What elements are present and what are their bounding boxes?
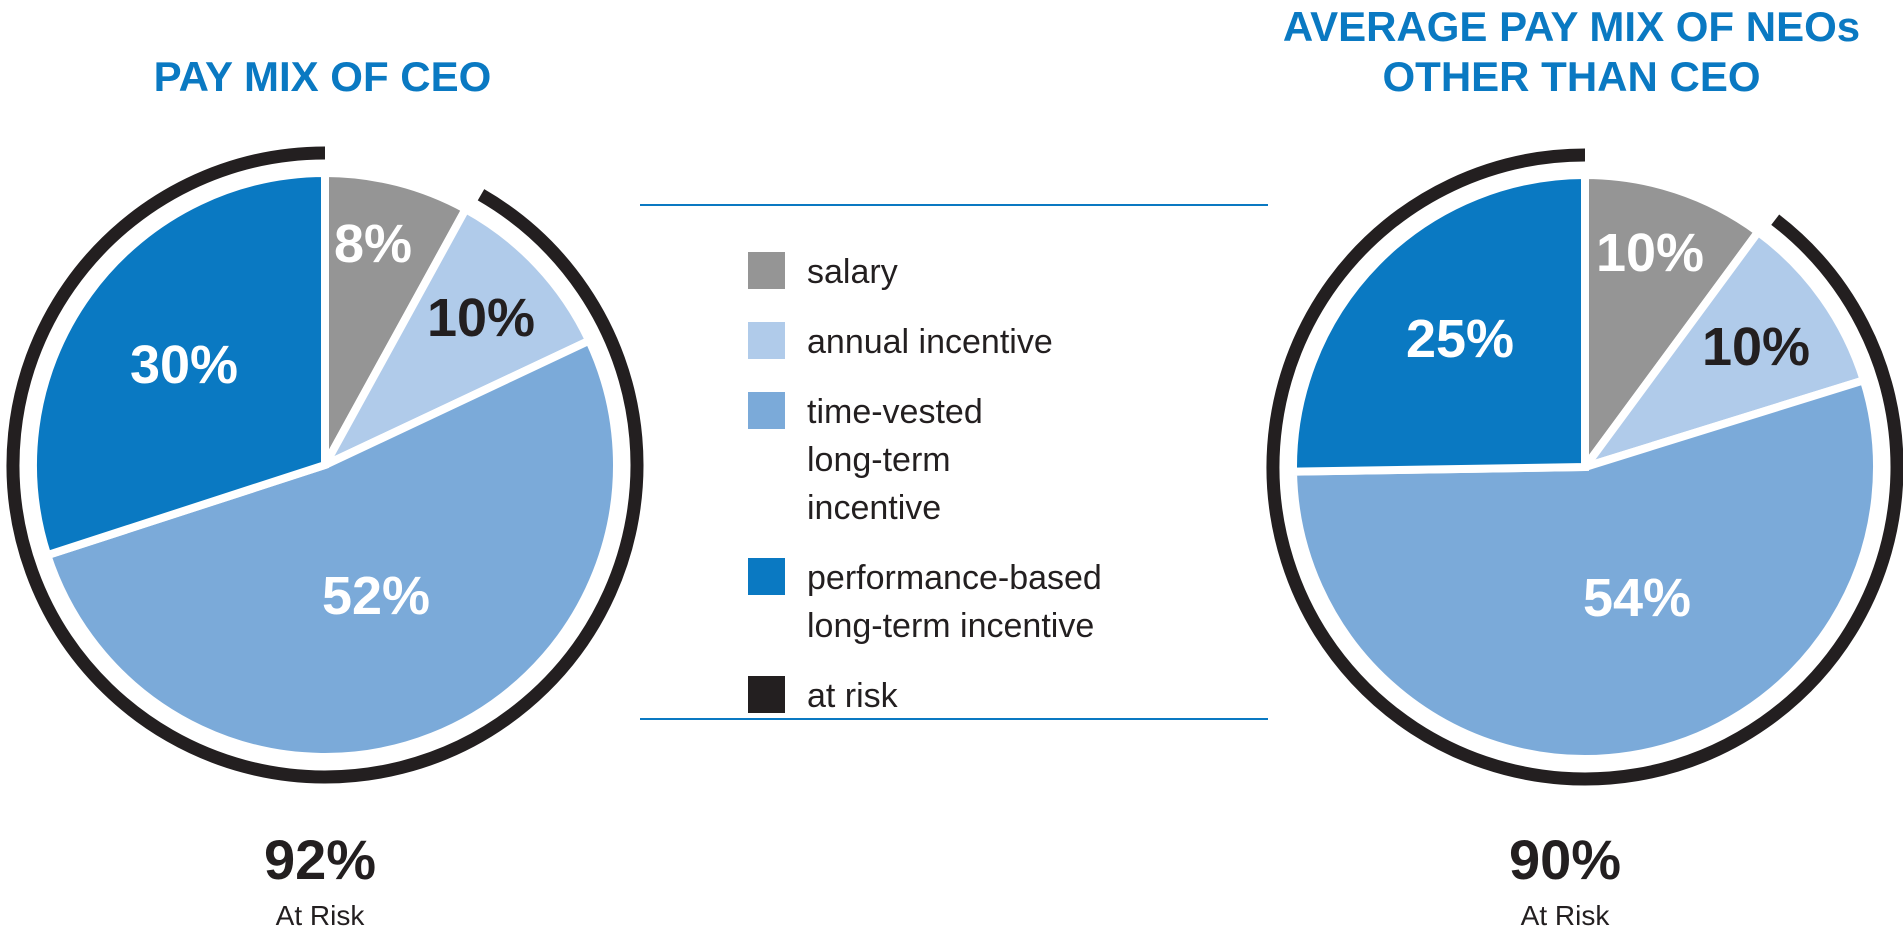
legend-item-time-vested: time-vested long-term incentive [748, 388, 1268, 532]
legend-top-divider [640, 204, 1268, 206]
legend-bottom-divider [640, 718, 1268, 720]
ceo-chart-title: PAY MIX OF CEO [153, 53, 492, 100]
legend-item-performance-based: performance-based long-term incentive [748, 554, 1268, 650]
legend-label-time-vested: time-vested long-term incentive [807, 393, 983, 527]
ceo-label-salary: 8% [334, 214, 412, 274]
neo-chart-title: AVERAGE PAY MIX OF NEOs OTHER THAN CEO [1282, 3, 1861, 100]
neo-slice-performance-based [1289, 170, 1589, 476]
neo-at-risk-label: At Risk [1520, 900, 1610, 931]
legend-item-salary: salary [748, 248, 1268, 296]
legend-swatch-annual-incentive [748, 322, 785, 359]
legend-label-at-risk: at risk [807, 677, 898, 715]
neo-slice-time-vested [1288, 375, 1881, 763]
legend: salary annual incentive time-vested long… [748, 248, 1268, 720]
neo-at-risk-arc [1266, 148, 1903, 786]
ceo-at-risk-value: 92% [263, 828, 377, 891]
ceo-at-risk-arc [6, 146, 644, 784]
ceo-label-annual-incentive: 10% [427, 288, 535, 348]
neo-at-risk-value: 90% [1508, 828, 1622, 891]
neo-pie-chart: 10% 10% 54% 25% [1266, 148, 1903, 786]
legend-swatch-time-vested [748, 392, 785, 429]
legend-label-annual-incentive: annual incentive [807, 323, 1053, 361]
legend-swatch-performance-based [748, 558, 785, 595]
legend-label-salary: salary [807, 253, 898, 291]
neo-label-annual-incentive: 10% [1702, 317, 1810, 377]
neo-label-time-vested: 54% [1583, 568, 1691, 628]
legend-swatch-salary [748, 252, 785, 289]
legend-item-at-risk: at risk [748, 672, 1268, 720]
ceo-label-performance-based: 30% [130, 335, 238, 395]
ceo-at-risk-label: At Risk [275, 900, 365, 931]
legend-label-performance-based: performance-based long-term incentive [807, 559, 1102, 645]
neo-slice-annual-incentive [1574, 226, 1869, 475]
neo-label-salary: 10% [1596, 223, 1704, 283]
neo-slice-salary [1581, 170, 1764, 480]
neo-label-performance-based: 25% [1406, 309, 1514, 369]
ceo-slice-time-vested [42, 335, 621, 761]
legend-item-annual-incentive: annual incentive [748, 318, 1268, 366]
ceo-label-time-vested: 52% [322, 566, 430, 626]
ceo-slice-salary [321, 168, 472, 467]
ceo-slice-annual-incentive [315, 203, 595, 474]
ceo-slice-performance-based [29, 168, 329, 561]
ceo-pie-chart: 8%10% 52% 30% [6, 146, 644, 784]
legend-swatch-at-risk [748, 676, 785, 713]
